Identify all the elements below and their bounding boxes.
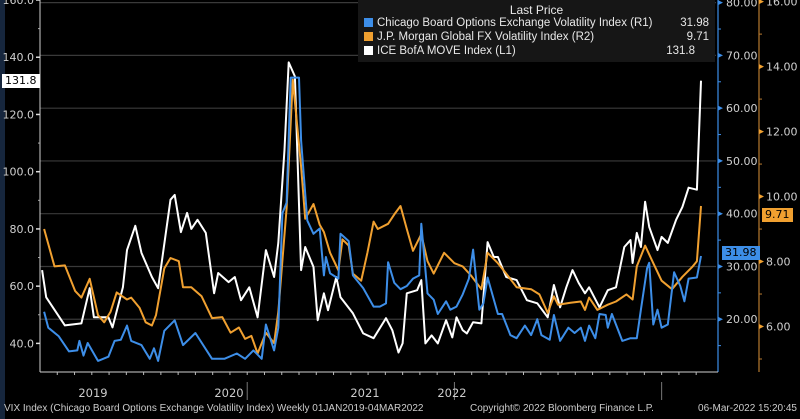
left-axis-label: 40.0 <box>10 337 35 350</box>
r2-axis-tick <box>759 324 764 330</box>
legend-swatch <box>364 18 373 27</box>
last-value-tag-jpm-fx: 9.71 <box>762 208 793 222</box>
r1-axis-label: 40.00 <box>726 208 758 221</box>
left-axis-label: 100.0 <box>3 166 35 179</box>
r2-axis-label: 14.00 <box>766 61 798 74</box>
r1-axis-tick <box>718 316 723 322</box>
legend-item-jpm-fx: J.P. Morgan Global FX Volatility Index (… <box>364 31 709 44</box>
x-tick-label: 2022 <box>437 386 467 400</box>
left-axis-label: 60.0 <box>10 280 35 293</box>
r2-axis-tick <box>759 259 764 265</box>
r1-axis-tick <box>718 0 723 6</box>
r2-axis-label: 16.00 <box>766 0 798 9</box>
legend-label: J.P. Morgan Global FX Volatility Index (… <box>377 31 595 43</box>
r2-axis-label: 6.00 <box>766 321 791 334</box>
left-axis-label: 80.0 <box>10 223 35 236</box>
left-axis-label: 120.0 <box>3 108 35 121</box>
left-axis-label: 160.0 <box>3 0 35 7</box>
r1-axis-tick <box>718 211 723 217</box>
r1-axis-tick <box>718 158 723 164</box>
x-tick-label: 2020 <box>214 386 244 400</box>
footer-description: VIX Index (Chicago Board Options Exchang… <box>4 403 424 414</box>
legend-value: 31.98 <box>680 17 709 29</box>
r1-axis-tick <box>718 263 723 269</box>
r1-axis-label: 50.00 <box>726 155 758 168</box>
legend-item-vix: Chicago Board Options Exchange Volatilit… <box>364 17 709 30</box>
r1-axis-label: 80.00 <box>726 0 758 10</box>
left-border <box>0 0 5 419</box>
legend-item-move: ICE BofA MOVE Index (L1) 131.8 <box>364 45 709 58</box>
r1-axis-label: 60.00 <box>726 102 758 115</box>
r2-axis-label: 10.00 <box>766 191 798 204</box>
r2-axis-label: 8.00 <box>766 256 791 269</box>
r2-axis-tick <box>759 64 764 70</box>
legend: Last Price Chicago Board Options Exchang… <box>358 0 715 62</box>
r1-axis-tick <box>718 52 723 58</box>
legend-swatch <box>364 46 373 55</box>
legend-value: 9.71 <box>686 31 709 43</box>
legend-swatch <box>364 32 373 41</box>
footer-copyright: Copyright© 2022 Bloomberg Finance L.P. <box>470 403 654 414</box>
series-line-r1 <box>43 76 702 362</box>
legend-value: 131.8 <box>666 45 695 57</box>
r1-axis-label: 20.00 <box>726 313 758 326</box>
r2-axis-tick <box>759 0 764 5</box>
last-value-tag-move: 131.8 <box>2 74 40 88</box>
series-line-r2 <box>43 78 702 355</box>
left-axis-label: 140.0 <box>3 51 35 64</box>
legend-label: ICE BofA MOVE Index (L1) <box>377 45 516 57</box>
x-tick-label: 2019 <box>78 386 108 400</box>
footer-timestamp: 06-Mar-2022 15:20:45 <box>698 403 797 414</box>
r1-axis-label: 30.00 <box>726 260 758 273</box>
series-line-l1 <box>41 61 702 354</box>
last-value-tag-vix: 31.98 <box>722 246 760 260</box>
x-tick-label: 2021 <box>350 386 380 400</box>
r1-axis-label: 70.00 <box>726 49 758 62</box>
r1-axis-tick <box>718 105 723 111</box>
r2-axis-tick <box>759 129 764 135</box>
r2-axis-label: 12.00 <box>766 126 798 139</box>
legend-label: Chicago Board Options Exchange Volatilit… <box>377 17 653 29</box>
legend-header: Last Price <box>509 3 564 17</box>
r2-axis-tick <box>759 194 764 200</box>
